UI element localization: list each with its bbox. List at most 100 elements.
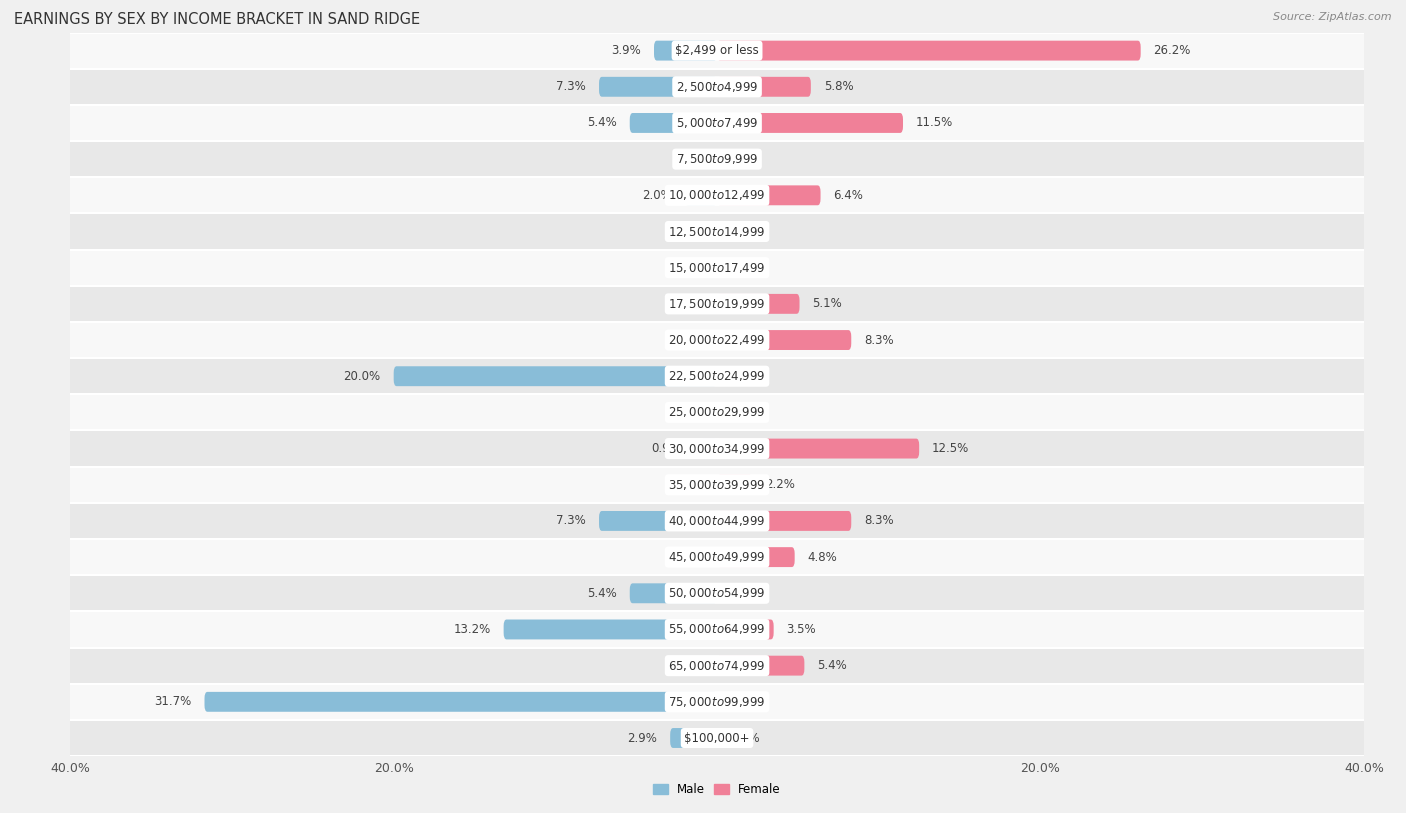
FancyBboxPatch shape bbox=[717, 439, 920, 459]
Text: 12.5%: 12.5% bbox=[932, 442, 969, 455]
Text: 26.2%: 26.2% bbox=[1154, 44, 1191, 57]
Text: 0.0%: 0.0% bbox=[675, 153, 704, 166]
FancyBboxPatch shape bbox=[630, 584, 717, 603]
FancyBboxPatch shape bbox=[717, 620, 773, 639]
FancyBboxPatch shape bbox=[503, 620, 717, 639]
Text: EARNINGS BY SEX BY INCOME BRACKET IN SAND RIDGE: EARNINGS BY SEX BY INCOME BRACKET IN SAN… bbox=[14, 12, 420, 27]
Text: 0.0%: 0.0% bbox=[730, 261, 759, 274]
Text: 2.0%: 2.0% bbox=[643, 189, 672, 202]
Bar bbox=[70, 684, 1364, 720]
Text: $15,000 to $17,499: $15,000 to $17,499 bbox=[668, 261, 766, 275]
Text: 0.0%: 0.0% bbox=[730, 406, 759, 419]
Bar bbox=[70, 575, 1364, 611]
Text: 4.8%: 4.8% bbox=[807, 550, 838, 563]
Text: 0.0%: 0.0% bbox=[730, 153, 759, 166]
Text: $65,000 to $74,999: $65,000 to $74,999 bbox=[668, 659, 766, 672]
Bar bbox=[70, 33, 1364, 68]
Text: 0.0%: 0.0% bbox=[730, 587, 759, 600]
Text: 0.0%: 0.0% bbox=[675, 406, 704, 419]
FancyBboxPatch shape bbox=[702, 439, 717, 459]
Bar bbox=[70, 647, 1364, 684]
Text: 11.5%: 11.5% bbox=[915, 116, 953, 129]
Text: $100,000+: $100,000+ bbox=[685, 732, 749, 745]
Text: $45,000 to $49,999: $45,000 to $49,999 bbox=[668, 550, 766, 564]
FancyBboxPatch shape bbox=[717, 547, 794, 567]
FancyBboxPatch shape bbox=[717, 185, 821, 205]
Text: 5.8%: 5.8% bbox=[824, 80, 853, 93]
Text: $7,500 to $9,999: $7,500 to $9,999 bbox=[676, 152, 758, 166]
Text: 5.4%: 5.4% bbox=[588, 587, 617, 600]
Text: $17,500 to $19,999: $17,500 to $19,999 bbox=[668, 297, 766, 311]
FancyBboxPatch shape bbox=[394, 367, 717, 386]
FancyBboxPatch shape bbox=[630, 113, 717, 133]
Text: $20,000 to $22,499: $20,000 to $22,499 bbox=[668, 333, 766, 347]
FancyBboxPatch shape bbox=[717, 330, 851, 350]
Text: 7.3%: 7.3% bbox=[557, 80, 586, 93]
Legend: Male, Female: Male, Female bbox=[648, 778, 786, 801]
FancyBboxPatch shape bbox=[717, 77, 811, 97]
Text: $2,499 or less: $2,499 or less bbox=[675, 44, 759, 57]
Text: Source: ZipAtlas.com: Source: ZipAtlas.com bbox=[1274, 12, 1392, 22]
Text: 0.0%: 0.0% bbox=[730, 370, 759, 383]
Bar bbox=[70, 285, 1364, 322]
Text: 3.5%: 3.5% bbox=[786, 623, 817, 636]
Text: 2.9%: 2.9% bbox=[627, 732, 657, 745]
Text: 0.0%: 0.0% bbox=[675, 478, 704, 491]
Bar bbox=[70, 105, 1364, 141]
Bar bbox=[70, 322, 1364, 358]
Text: 0.0%: 0.0% bbox=[675, 659, 704, 672]
Text: 0.0%: 0.0% bbox=[675, 225, 704, 238]
Text: $35,000 to $39,999: $35,000 to $39,999 bbox=[668, 478, 766, 492]
FancyBboxPatch shape bbox=[717, 294, 800, 314]
FancyBboxPatch shape bbox=[717, 113, 903, 133]
FancyBboxPatch shape bbox=[717, 656, 804, 676]
Text: 5.4%: 5.4% bbox=[817, 659, 846, 672]
Bar bbox=[70, 250, 1364, 285]
FancyBboxPatch shape bbox=[717, 41, 1140, 60]
Text: $25,000 to $29,999: $25,000 to $29,999 bbox=[668, 406, 766, 420]
FancyBboxPatch shape bbox=[204, 692, 717, 711]
Text: 0.0%: 0.0% bbox=[675, 298, 704, 311]
Text: $22,500 to $24,999: $22,500 to $24,999 bbox=[668, 369, 766, 383]
Bar bbox=[70, 539, 1364, 576]
Text: 20.0%: 20.0% bbox=[343, 370, 381, 383]
Bar bbox=[70, 213, 1364, 250]
FancyBboxPatch shape bbox=[654, 41, 717, 60]
Text: 0.0%: 0.0% bbox=[675, 261, 704, 274]
Text: 0.0%: 0.0% bbox=[730, 695, 759, 708]
Text: $40,000 to $44,999: $40,000 to $44,999 bbox=[668, 514, 766, 528]
Bar bbox=[70, 177, 1364, 213]
Bar bbox=[70, 68, 1364, 105]
Text: $50,000 to $54,999: $50,000 to $54,999 bbox=[668, 586, 766, 600]
FancyBboxPatch shape bbox=[599, 77, 717, 97]
Text: $75,000 to $99,999: $75,000 to $99,999 bbox=[668, 695, 766, 709]
Text: $12,500 to $14,999: $12,500 to $14,999 bbox=[668, 224, 766, 238]
FancyBboxPatch shape bbox=[671, 728, 717, 748]
Text: $10,000 to $12,499: $10,000 to $12,499 bbox=[668, 189, 766, 202]
Text: 31.7%: 31.7% bbox=[155, 695, 191, 708]
Text: 5.4%: 5.4% bbox=[588, 116, 617, 129]
Text: $55,000 to $64,999: $55,000 to $64,999 bbox=[668, 623, 766, 637]
FancyBboxPatch shape bbox=[685, 185, 717, 205]
Bar bbox=[70, 611, 1364, 647]
Bar bbox=[70, 502, 1364, 539]
Bar bbox=[70, 358, 1364, 394]
Text: $2,500 to $4,999: $2,500 to $4,999 bbox=[676, 80, 758, 93]
Text: 0.0%: 0.0% bbox=[675, 550, 704, 563]
Text: 2.2%: 2.2% bbox=[765, 478, 796, 491]
Text: $5,000 to $7,499: $5,000 to $7,499 bbox=[676, 116, 758, 130]
Text: 3.9%: 3.9% bbox=[612, 44, 641, 57]
Bar bbox=[70, 720, 1364, 756]
Text: 0.98%: 0.98% bbox=[651, 442, 689, 455]
Bar bbox=[70, 467, 1364, 502]
Text: 7.3%: 7.3% bbox=[557, 515, 586, 528]
Text: 8.3%: 8.3% bbox=[865, 515, 894, 528]
Text: 0.0%: 0.0% bbox=[730, 225, 759, 238]
Text: $30,000 to $34,999: $30,000 to $34,999 bbox=[668, 441, 766, 455]
Bar bbox=[70, 430, 1364, 467]
Text: 0.0%: 0.0% bbox=[675, 333, 704, 346]
Text: 8.3%: 8.3% bbox=[865, 333, 894, 346]
FancyBboxPatch shape bbox=[599, 511, 717, 531]
Text: 0.0%: 0.0% bbox=[730, 732, 759, 745]
Text: 6.4%: 6.4% bbox=[834, 189, 863, 202]
